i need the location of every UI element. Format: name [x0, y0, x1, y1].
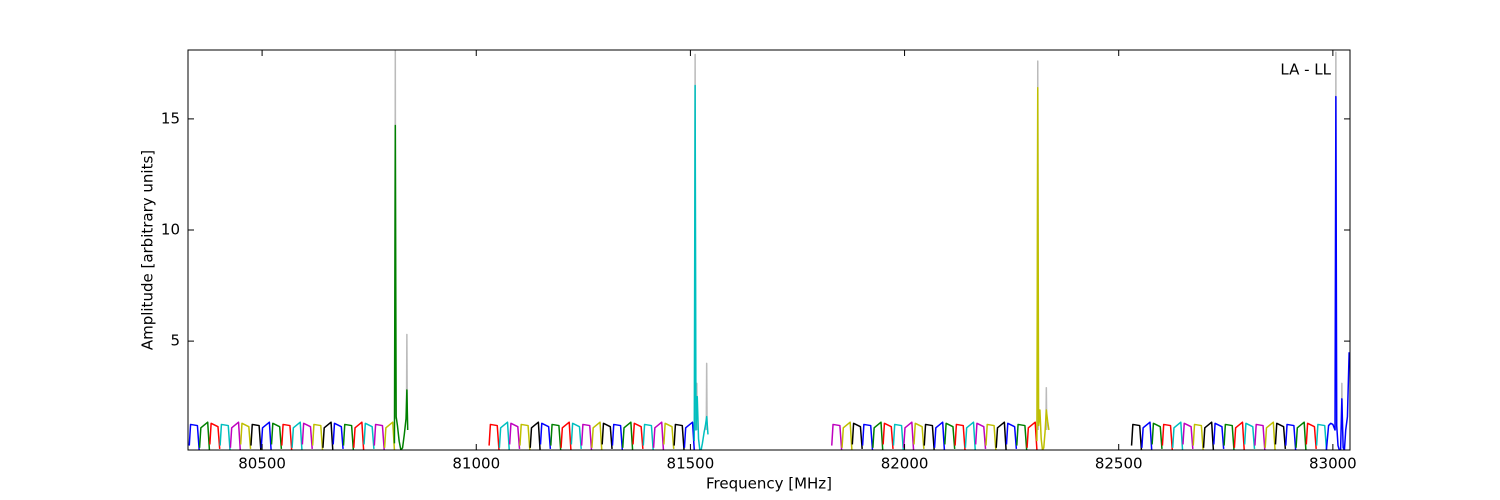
series-line [383, 421, 396, 450]
y-axis-label: Amplitude [arbitrary units] [139, 150, 157, 350]
series-line [923, 423, 935, 450]
series-line [250, 423, 262, 450]
series-line [663, 422, 675, 449]
y-tick-label: 5 [170, 332, 180, 350]
series-line [229, 421, 241, 450]
series-line [1026, 421, 1038, 450]
series-line [301, 422, 313, 449]
series-line [1016, 423, 1028, 450]
series-line [1315, 423, 1328, 450]
series-line [1182, 422, 1194, 449]
series-line [705, 362, 708, 431]
series-line [872, 421, 884, 450]
series-line [642, 423, 654, 450]
x-tick-label: 83000 [1309, 455, 1357, 473]
series-line [851, 422, 863, 449]
series-line [1130, 423, 1143, 450]
series-line [570, 422, 582, 449]
series-line [580, 423, 593, 450]
series-line [693, 84, 709, 450]
series-line [892, 423, 905, 450]
series-line [260, 421, 272, 450]
series-line [198, 421, 211, 450]
series-line [902, 421, 915, 450]
x-tick-label: 82000 [881, 455, 929, 473]
series-line [1151, 422, 1163, 449]
series-line [291, 421, 303, 450]
series-line [1141, 421, 1153, 450]
series-line [332, 422, 344, 449]
series-line [964, 421, 976, 450]
series-line [188, 423, 200, 450]
series-line [342, 423, 355, 450]
series-line [1213, 422, 1225, 449]
series-line [550, 423, 562, 450]
series-line [1285, 423, 1297, 450]
x-tick-label: 81500 [667, 455, 715, 473]
x-tick-label: 81000 [452, 455, 500, 473]
series-line [601, 422, 613, 449]
series-line [841, 421, 853, 450]
series-line [974, 422, 987, 449]
series-line [673, 423, 685, 450]
series-line [1243, 422, 1256, 449]
series-line [1036, 87, 1050, 450]
series-line [1264, 421, 1276, 450]
series-line [322, 421, 334, 450]
series-line [363, 422, 375, 449]
series-line [498, 421, 510, 450]
x-axis-label: Frequency [MHz] [706, 475, 832, 493]
series-line [1171, 421, 1184, 450]
x-tick-label: 80500 [238, 455, 286, 473]
series-line [1295, 421, 1307, 450]
series-line [560, 421, 572, 450]
y-tick-label: 15 [161, 109, 180, 127]
series-line [270, 422, 283, 449]
series-line [1202, 421, 1215, 450]
series-line [1254, 423, 1266, 450]
series-line [281, 423, 293, 450]
series-line [1223, 423, 1235, 450]
series-line [985, 423, 997, 450]
series-line [1325, 95, 1350, 450]
series-line [488, 423, 500, 450]
series-line [621, 421, 634, 450]
x-tick-label: 82500 [1095, 455, 1143, 473]
series-line [611, 423, 624, 450]
series-line [1192, 423, 1204, 450]
series-line [944, 422, 956, 449]
series-line [652, 421, 665, 450]
series-line [353, 421, 365, 450]
series-line [508, 422, 521, 449]
series-line [913, 422, 925, 449]
series-line [591, 421, 603, 450]
series-line [373, 423, 385, 450]
series-line [1305, 422, 1317, 449]
series-line [882, 422, 894, 449]
series-line [933, 421, 946, 450]
series-line [519, 423, 531, 450]
series-line [831, 423, 843, 450]
series-line [954, 423, 966, 450]
series-line [393, 124, 409, 450]
series-line [1005, 422, 1018, 449]
y-tick-label: 10 [161, 221, 180, 239]
series-line [861, 423, 874, 450]
series-line [529, 421, 541, 450]
series-line [1161, 423, 1173, 450]
annotation: LA - LL [1280, 61, 1331, 79]
axes-frame [187, 49, 1351, 451]
series-line [683, 421, 696, 450]
series-line [219, 423, 231, 450]
series-line [632, 422, 644, 449]
series-line [239, 422, 252, 449]
series-line [539, 422, 552, 449]
plot-lines [188, 50, 1350, 450]
series-line [1274, 422, 1287, 449]
series-line [1233, 421, 1245, 450]
series-line [311, 423, 324, 450]
series-line [995, 421, 1007, 450]
series-line [209, 422, 221, 449]
